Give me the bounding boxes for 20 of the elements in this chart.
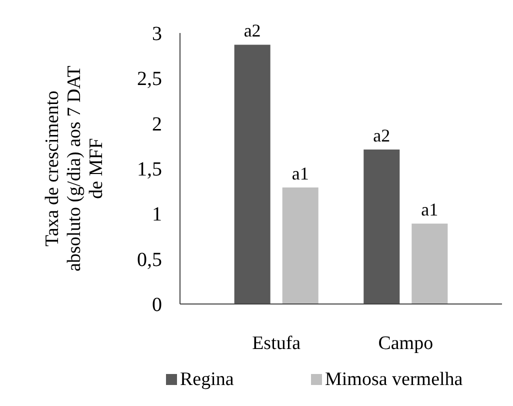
y-tick-label: 3 [152,23,162,45]
bar [412,224,448,304]
bar [364,150,400,304]
y-tick-label: 1,5 [137,158,162,180]
legend-label: Regina [180,369,234,390]
x-tick-label: Campo [378,333,434,354]
y-tick-label: 1 [152,204,162,226]
y-tick-label: 0,5 [137,248,162,271]
data-label: a1 [292,163,309,184]
bar [282,187,318,304]
data-label: a1 [421,200,438,220]
y-axis-title: Taxa de crescimento absoluto (g/dia) aos 7 DAT de MFF [42,65,107,272]
y-tick-label: 2 [152,113,162,136]
y-tick-label: 0 [152,294,162,316]
bar [234,44,270,304]
legend-label: Mimosa vermelha [325,369,464,390]
data-label: a2 [373,126,390,146]
y-tick-label: 2,5 [137,68,162,90]
x-tick-label: Estufa [252,333,302,354]
data-label: a2 [244,20,261,41]
